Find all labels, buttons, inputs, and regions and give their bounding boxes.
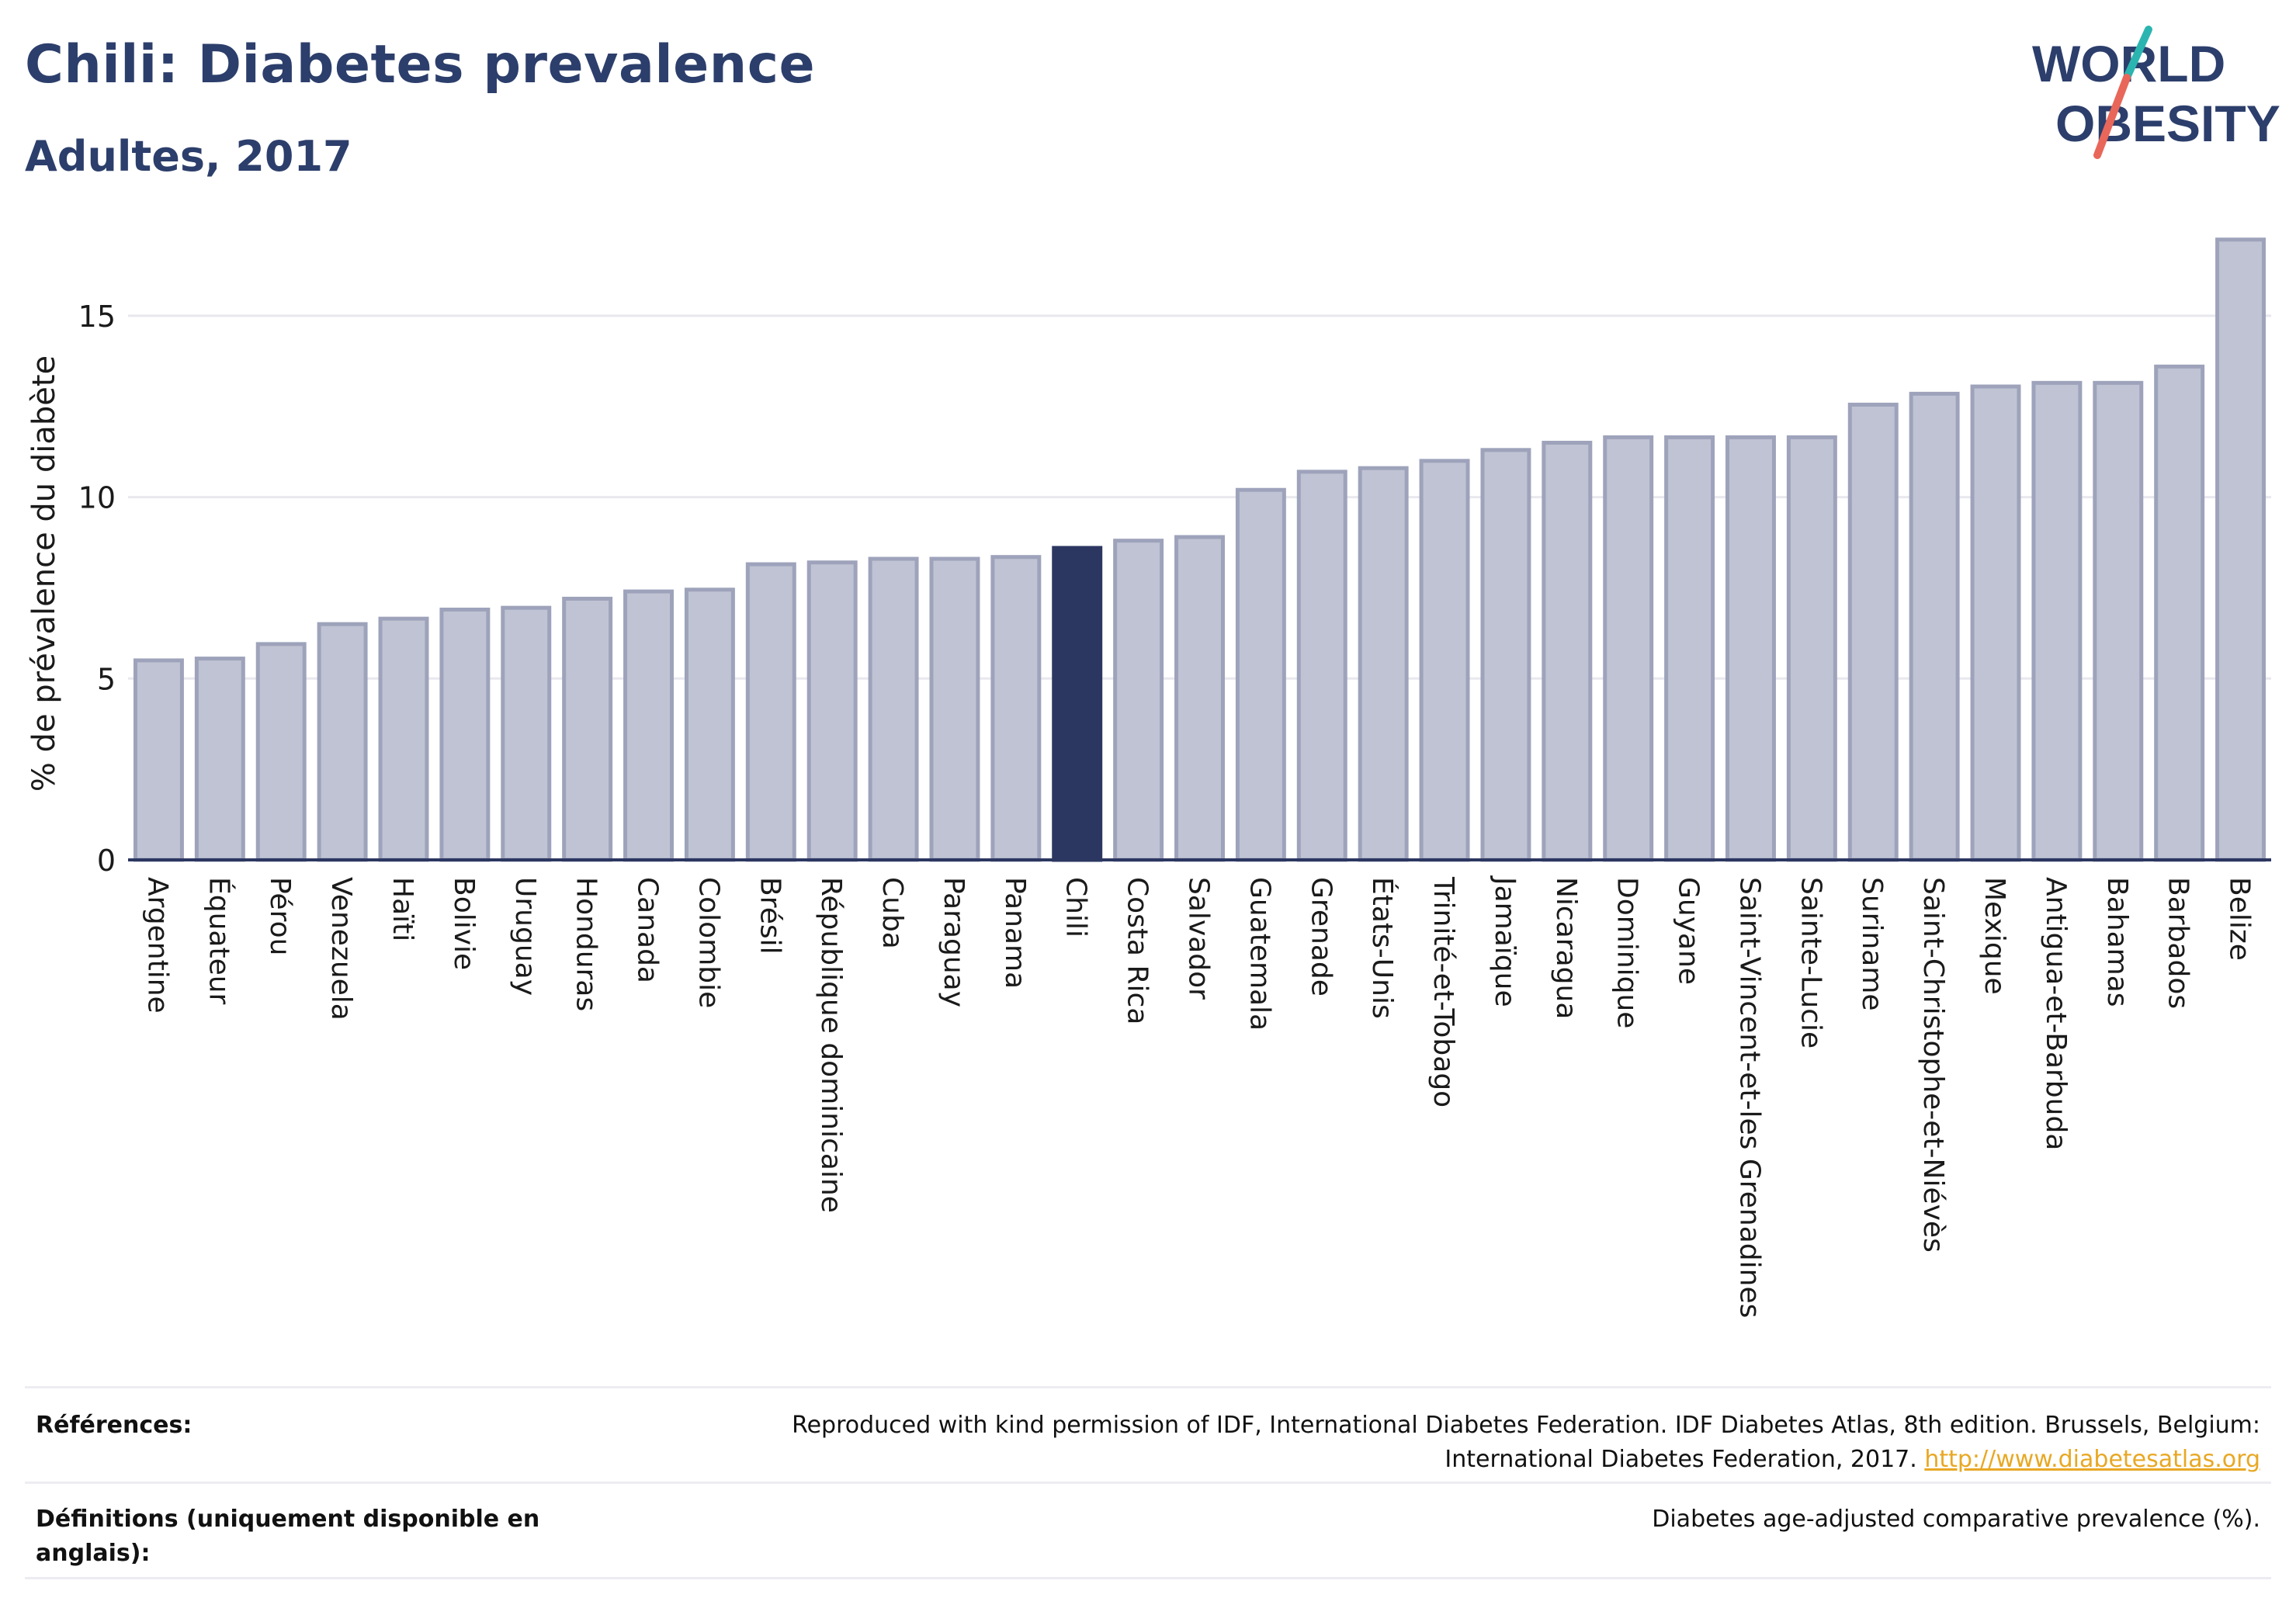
bar (1174, 535, 1225, 862)
bar (1113, 539, 1164, 862)
x-tick-label: Canada (632, 877, 664, 983)
chart-subtitle: Adultes, 2017 (25, 132, 352, 181)
references-table: Références: Reproduced with kind permiss… (25, 1386, 2271, 1579)
x-tick-label: Cuba (876, 877, 908, 949)
bar-chart: 0 5 10 15 Argentine Équateur Pérou Venezuela Ha… (26, 237, 2271, 1318)
logo-slash-bottom (2093, 74, 2131, 159)
x-tick-label: Argentine (141, 877, 173, 1014)
x-tick-label: Pérou (264, 877, 296, 955)
x-tick-label: Salvador (1183, 877, 1215, 1000)
bar (1542, 440, 1593, 862)
x-tick-label: Mexique (1979, 877, 2010, 995)
bar (929, 556, 980, 862)
bar (255, 642, 307, 862)
references-line2: International Diabetes Federation, 2017. (1445, 1446, 1917, 1473)
bar (317, 622, 368, 862)
x-tick-label: Brésil (754, 877, 786, 955)
bar (745, 562, 796, 862)
y-tick-label: 5 (97, 662, 116, 696)
bar (1786, 435, 1837, 862)
bar (990, 555, 1042, 862)
y-tick-label: 0 (97, 844, 116, 878)
definitions-label: Définitions (uniquement disponible en an… (36, 1502, 539, 1571)
bar (684, 587, 735, 862)
x-tick-label: Panama (999, 877, 1031, 989)
x-tick-label: Haïti (387, 877, 418, 941)
bars (133, 237, 2267, 862)
x-tick-label: Trinité-et-Tobago (1427, 876, 1459, 1107)
bar (1358, 466, 1409, 862)
x-tick-label: Grenade (1305, 877, 1337, 996)
x-tick-label: Nicaragua (1550, 877, 1582, 1019)
x-tick-label: Bolivie (448, 877, 480, 970)
bar (1970, 384, 2021, 862)
bar (439, 607, 491, 862)
x-tick-label: Barbados (2162, 877, 2194, 1009)
x-tick-label: Guyane (1673, 877, 1705, 985)
x-tick-label: Uruguay (509, 877, 541, 996)
x-tick-label: Chili (1060, 877, 1092, 938)
bar (1235, 487, 1286, 862)
bar (1419, 459, 1470, 862)
bar (194, 657, 245, 862)
references-link[interactable]: http://www.diabetesatlas.org (1924, 1446, 2260, 1473)
references-text: Reproduced with kind permission of IDF, … (792, 1409, 2260, 1477)
x-tick-label: Jamaïque (1489, 875, 1521, 1007)
definitions-text: Diabetes age-adjusted comparative preval… (1652, 1506, 2260, 1533)
bar (2031, 380, 2083, 862)
x-tick-label: Suriname (1856, 877, 1888, 1011)
x-tick-label: Honduras (571, 877, 602, 1011)
definitions-label-line1: Définitions (uniquement disponible en (36, 1506, 540, 1533)
bar (378, 616, 429, 862)
x-tick-label: Guatemala (1243, 877, 1275, 1031)
x-tick-label: Saint-Christophe-et-Niévès (1917, 877, 1949, 1253)
x-tick-label: Venezuela (325, 877, 357, 1021)
bar (1847, 402, 1899, 862)
bar (562, 596, 613, 862)
x-tick-label: Belize (2224, 877, 2256, 961)
bar (1296, 470, 1347, 862)
bar (133, 658, 184, 862)
bar (868, 556, 919, 862)
bar (1603, 435, 1654, 862)
logo-slash-top (2123, 26, 2152, 81)
definitions-label-line2: anglais): (36, 1540, 151, 1567)
x-tick-label: Costa Rica (1122, 877, 1153, 1024)
x-tick-label: Dominique (1611, 877, 1643, 1028)
chart-title: Chili: Diabetes prevalence (25, 34, 816, 95)
x-tick-label: Colombie (692, 877, 724, 1008)
bar (2093, 380, 2144, 862)
x-tick-label: Paraguay (938, 877, 969, 1007)
y-axis-label: % de prévalence du diabète (26, 355, 62, 792)
x-tick-labels: Argentine Équateur Pérou Venezuela Haïti Boli… (141, 875, 2255, 1318)
bar (2154, 364, 2205, 862)
y-tick-label: 15 (78, 300, 116, 334)
references-label: Références: (36, 1412, 192, 1439)
x-tick-label: Équateur (203, 877, 235, 1005)
bar (501, 605, 552, 862)
x-tick-label: République dominicaine (815, 877, 847, 1213)
x-tick-label: Saint-Vincent-et-les Grenadines (1733, 877, 1765, 1318)
references-line2-wrap: International Diabetes Federation, 2017.… (792, 1443, 2260, 1477)
bar (806, 560, 858, 862)
x-tick-label: Antigua-et-Barbuda (2040, 877, 2072, 1150)
logo-line2: OBESITY (2055, 95, 2280, 152)
world-obesity-logo: WORLD OBESITY (2032, 26, 2280, 159)
x-tick-label: Sainte-Lucie (1795, 877, 1826, 1048)
bar-highlight (1052, 546, 1103, 862)
bar (1664, 435, 1715, 862)
references-line1: Reproduced with kind permission of IDF, … (792, 1412, 2260, 1439)
bar (623, 589, 675, 862)
y-tick-labels: 0 5 10 15 (78, 300, 116, 878)
y-tick-label: 10 (78, 481, 116, 515)
bar (1725, 435, 1776, 862)
x-tick-label: Bahamas (2101, 877, 2133, 1007)
bar (2215, 237, 2267, 862)
x-tick-label: États-Unis (1366, 877, 1399, 1019)
bar (1480, 448, 1531, 862)
bar (1909, 391, 1960, 862)
definitions-row: Définitions (uniquement disponible en an… (25, 1482, 2271, 1579)
references-row: Références: Reproduced with kind permiss… (25, 1386, 2271, 1482)
